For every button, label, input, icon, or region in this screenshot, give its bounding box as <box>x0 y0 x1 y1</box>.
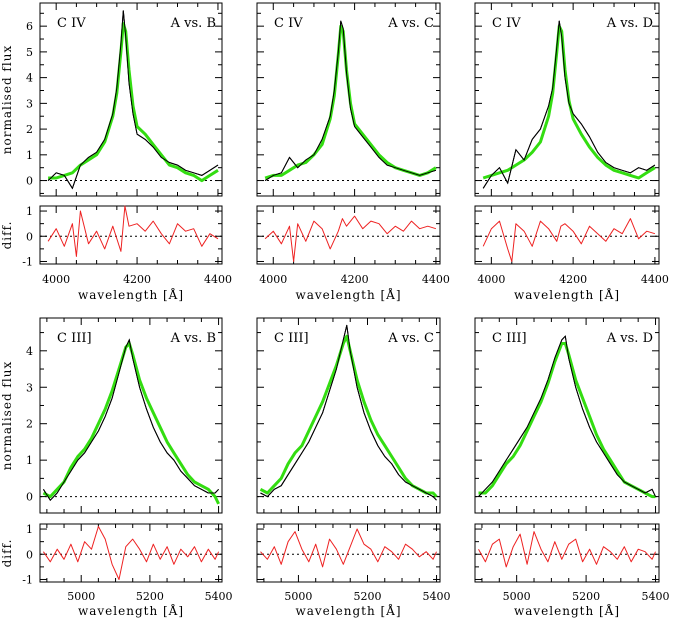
y-tick-label: 3 <box>26 97 33 110</box>
main-panel-frame <box>39 2 223 197</box>
y-tick-label: 0 <box>26 491 33 504</box>
spectrum-comparison-line <box>482 24 656 180</box>
diff-y-tick-label: -1 <box>22 255 33 268</box>
x-tick-label: 4400 <box>204 273 232 286</box>
y-axis-label: normalised flux <box>0 361 14 470</box>
x-tick-label: 5400 <box>642 590 670 603</box>
emission-line-label: C III] <box>274 331 309 346</box>
diff-panel-frame <box>39 523 223 583</box>
y-tick-label: 1 <box>26 454 33 467</box>
comparison-label: A vs. D <box>606 331 653 346</box>
diff-panel-frame <box>256 523 441 583</box>
spectrum-comparison-line <box>478 342 656 499</box>
x-tick-label: 5200 <box>353 590 381 603</box>
spectrum-comparison-line <box>264 24 437 180</box>
y-tick-label: 2 <box>26 418 33 431</box>
x-axis-label: wavelength [Å] <box>295 287 401 302</box>
x-tick-label: 4000 <box>259 273 287 286</box>
diff-y-tick-label: 1 <box>26 523 33 536</box>
diff-y-tick-label: 0 <box>26 230 33 243</box>
main-panel-frame <box>256 317 441 514</box>
diff-panel-frame <box>39 205 223 265</box>
spectrum-a-line <box>260 324 437 501</box>
emission-line-label: C IV <box>57 16 86 31</box>
diff-panel-frame <box>256 205 441 265</box>
diff-y-tick-label: 0 <box>26 548 33 561</box>
spectrum-a-line-top <box>260 325 437 501</box>
y-tick-label: 3 <box>26 381 33 394</box>
x-tick-label: 5000 <box>284 590 312 603</box>
x-tick-label: 4000 <box>477 273 505 286</box>
diff-y-tick-label: 1 <box>26 205 33 218</box>
emission-line-label: C IV <box>492 16 521 31</box>
x-tick-label: 5200 <box>572 590 600 603</box>
y-tick-label: 6 <box>26 20 33 33</box>
comparison-label: A vs. B <box>170 331 216 346</box>
x-tick-label: 4200 <box>559 273 587 286</box>
spectrum-a-line-top <box>47 10 219 190</box>
spectrum-a-line <box>478 335 656 497</box>
y-tick-label: 1 <box>26 149 33 162</box>
spectrum-a-line-top <box>478 335 656 497</box>
emission-line-label: C IV <box>274 16 303 31</box>
spectrum-comparison-line <box>48 22 219 183</box>
comparison-label: A vs. B <box>170 16 216 31</box>
spectrum-a-line-top <box>42 338 219 502</box>
x-tick-label: 4200 <box>123 273 151 286</box>
emission-line-label: C III] <box>492 331 527 346</box>
x-tick-label: 4400 <box>422 273 450 286</box>
x-axis-label: wavelength [Å] <box>295 603 401 618</box>
x-axis-label: wavelength [Å] <box>78 287 184 302</box>
spectrum-comparison-line <box>42 342 220 505</box>
difference-line <box>264 215 437 262</box>
comparison-label: A vs. C <box>387 331 434 346</box>
spectrum-a-line <box>42 339 219 501</box>
emission-line-label: C III] <box>57 331 92 346</box>
x-axis-label: wavelength [Å] <box>514 287 620 302</box>
spectrum-comparison-line <box>259 334 438 498</box>
difference-line <box>482 218 656 262</box>
difference-line <box>42 526 220 580</box>
main-panel-frame <box>474 317 660 514</box>
difference-line <box>478 531 656 568</box>
x-tick-label: 5000 <box>503 590 531 603</box>
x-axis-label: wavelength [Å] <box>78 603 184 618</box>
y-tick-label: 4 <box>26 345 33 358</box>
diff-panel-frame <box>474 205 660 265</box>
diff-y-axis-label: diff. <box>0 539 14 568</box>
spectrum-a-line-top <box>264 20 437 182</box>
diff-y-axis-label: diff. <box>0 221 14 250</box>
x-tick-label: 4000 <box>42 273 70 286</box>
main-panel-frame <box>256 2 441 197</box>
comparison-label: A vs. C <box>387 16 434 31</box>
y-tick-label: 4 <box>26 72 33 85</box>
difference-line <box>47 205 219 257</box>
x-tick-label: 4400 <box>641 273 669 286</box>
comparison-label: A vs. D <box>606 16 653 31</box>
x-tick-label: 5400 <box>205 590 233 603</box>
y-tick-label: 2 <box>26 123 33 136</box>
x-axis-label: wavelength [Å] <box>514 603 620 618</box>
y-tick-label: 5 <box>26 46 33 59</box>
x-tick-label: 5400 <box>423 590 451 603</box>
main-panel-frame <box>474 2 660 197</box>
y-axis-label: normalised flux <box>0 45 14 154</box>
x-tick-label: 5000 <box>67 590 95 603</box>
main-panel-frame <box>39 317 223 514</box>
x-tick-label: 5200 <box>136 590 164 603</box>
x-tick-label: 4200 <box>341 273 369 286</box>
diff-y-tick-label: -1 <box>22 573 33 586</box>
y-tick-label: 0 <box>26 175 33 188</box>
diff-panel-frame <box>474 523 660 583</box>
spectrum-a-line-top <box>482 20 656 189</box>
difference-line <box>260 528 437 568</box>
